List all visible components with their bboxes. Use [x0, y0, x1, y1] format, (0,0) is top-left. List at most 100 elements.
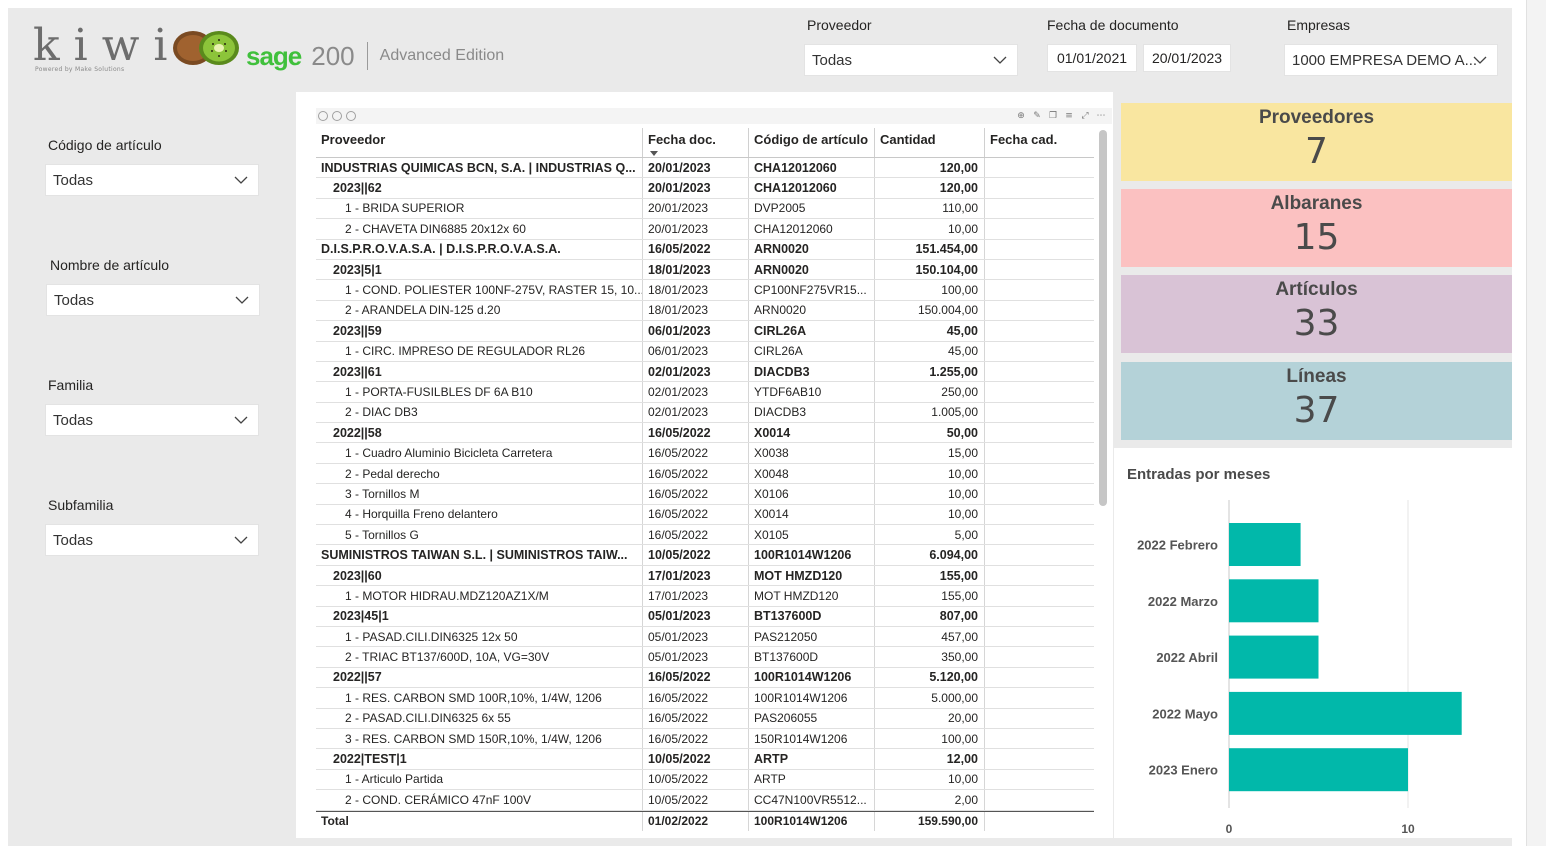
- table-row-linea[interactable]: 2 - COND. CERÁMICO 47nF 100V 10/05/2022 CC…: [316, 790, 1094, 811]
- table-row-albaran[interactable]: 2022||57 16/05/2022 100R1014W1206 5.120,00: [316, 667, 1094, 689]
- pin-icon[interactable]: ✎: [1033, 111, 1041, 121]
- column-header-codigo-articulo[interactable]: Código de artículo: [749, 128, 875, 157]
- table-row-linea[interactable]: 1 - BRIDA SUPERIOR 20/01/2023 DVP2005 110,0…: [316, 198, 1094, 220]
- chevron-down-icon: [993, 56, 1007, 64]
- subfamilia-dropdown[interactable]: Todas: [45, 524, 259, 556]
- cell-fecha-doc: 05/01/2023: [643, 606, 749, 626]
- table-row-total[interactable]: Total 01/02/2022 100R1014W1206 159.590,00: [316, 810, 1094, 831]
- cell-codigo-articulo: X0014: [749, 504, 875, 525]
- cell-proveedor: 1 - Cuadro Aluminio Bicicleta Carretera: [316, 443, 643, 463]
- drill-mode-icon[interactable]: ⊕: [1017, 111, 1025, 121]
- bar[interactable]: [1229, 748, 1408, 792]
- table-row-linea[interactable]: 2 - DIAC DB3 02/01/2023 DIACDB3 1.005,00: [316, 402, 1094, 424]
- cell-cantidad: 12,00: [875, 749, 985, 769]
- table-row-albaran[interactable]: 2023||59 06/01/2023 CIRL26A 45,00: [316, 321, 1094, 342]
- bar[interactable]: [1229, 691, 1462, 735]
- filter-icon[interactable]: ≡: [1065, 111, 1073, 121]
- table-row-linea[interactable]: 2 - CHAVETA DIN6885 20x12x 60 20/01/2023 C…: [316, 219, 1094, 240]
- table-row-linea[interactable]: 4 - Horquilla Freno delantero 16/05/2022 X…: [316, 504, 1094, 526]
- empresas-dropdown[interactable]: 1000 EMPRESA DEMO A...: [1284, 44, 1498, 76]
- focus-mode-icon[interactable]: ⤢: [1081, 111, 1089, 121]
- bar[interactable]: [1229, 635, 1319, 679]
- copy-icon[interactable]: ❐: [1048, 111, 1058, 121]
- cell-fecha-doc: 20/01/2023: [643, 178, 749, 198]
- cell-cantidad: 151.454,00: [875, 239, 985, 259]
- table-row-linea[interactable]: 1 - PASAD.CILI.DIN6325 12x 50 05/01/2023 P…: [316, 626, 1094, 648]
- cell-proveedor: 1 - RES. CARBON SMD 100R,10%, 1/4W, 1206: [316, 688, 643, 708]
- table-row-albaran[interactable]: 2022|TEST|1 10/05/2022 ARTP 12,00: [316, 749, 1094, 770]
- fecha-to-input[interactable]: 20/01/2023: [1143, 44, 1231, 72]
- category-label: 2023 Enero: [1149, 763, 1218, 778]
- column-header-fecha-cad[interactable]: Fecha cad.: [990, 132, 1058, 147]
- table-row-linea[interactable]: 5 - Tornillos G 16/05/2022 X0105 5,00: [316, 525, 1094, 546]
- table-row-linea[interactable]: 1 - MOTOR HIDRAU.MDZ120AZ1X/M 17/01/2023 M…: [316, 586, 1094, 607]
- table-row-albaran[interactable]: 2022||58 16/05/2022 X0014 50,00: [316, 423, 1094, 444]
- cell-codigo-articulo: X0048: [749, 463, 875, 484]
- cell-cantidad: 155,00: [875, 565, 985, 586]
- table-row-linea[interactable]: 3 - Tornillos M 16/05/2022 X0106 10,00: [316, 484, 1094, 505]
- chart-title: Entradas por meses: [1127, 466, 1271, 483]
- familia-dropdown[interactable]: Todas: [45, 404, 259, 436]
- table-row-linea[interactable]: 2 - PASAD.CILI.DIN6325 6x 55 16/05/2022 PA…: [316, 708, 1094, 729]
- table-row-proveedor[interactable]: D.I.S.P.R.O.V.A.S.A. | D.I.S.P.R.O.V.A.S…: [316, 239, 1094, 260]
- kpi-card-proveedores: Proveedores 7: [1121, 103, 1512, 181]
- cell-codigo-articulo: CP100NF275VR15...: [749, 280, 875, 300]
- kpi-title: Albaranes: [1270, 193, 1363, 214]
- table-row-albaran[interactable]: 2023||61 02/01/2023 DIACDB3 1.255,00: [316, 361, 1094, 383]
- drill-down-icon[interactable]: [332, 111, 342, 121]
- table-row-linea[interactable]: 1 - Cuadro Aluminio Bicicleta Carretera 1…: [316, 443, 1094, 464]
- page-scrollbar[interactable]: [1526, 0, 1546, 846]
- table-row-linea[interactable]: 2 - ARANDELA DIN-125 d.20 18/01/2023 ARN00…: [316, 300, 1094, 322]
- familia-value: Todas: [53, 411, 94, 429]
- table-row-linea[interactable]: 1 - Articulo Partida 10/05/2022 ARTP 10,00: [316, 769, 1094, 791]
- cell-codigo-articulo: CIRL26A: [749, 321, 875, 341]
- cell-cantidad: 1.255,00: [875, 361, 985, 382]
- cell-cantidad: 50,00: [875, 423, 985, 443]
- column-header-fecha-doc[interactable]: Fecha doc.: [643, 128, 749, 157]
- cell-fecha-doc: 20/01/2023: [643, 219, 749, 239]
- chevron-down-icon: [1473, 56, 1487, 64]
- table-row-proveedor[interactable]: INDUSTRIAS QUIMICAS BCN, S.A. | INDUSTRI…: [316, 158, 1094, 179]
- cell-codigo-articulo: 100R1014W1206: [749, 688, 875, 708]
- kpi-title: Líneas: [1286, 366, 1347, 387]
- x-tick-label: 0: [1226, 822, 1233, 836]
- table-row-linea[interactable]: 1 - PORTA-FUSILBLES DF 6A B10 02/01/2023 Y…: [316, 382, 1094, 403]
- cell-codigo-articulo: CHA12012060: [749, 178, 875, 198]
- table-row-linea[interactable]: 1 - CIRC. IMPRESO DE REGULADOR RL26 06/01…: [316, 341, 1094, 362]
- proveedor-dropdown[interactable]: Todas: [804, 44, 1018, 76]
- column-header-cantidad[interactable]: Cantidad: [875, 128, 985, 157]
- expand-all-icon[interactable]: [346, 111, 356, 121]
- cell-fecha-cad: [985, 484, 1094, 503]
- kpi-title: Proveedores: [1258, 107, 1375, 128]
- table-row-proveedor[interactable]: SUMINISTROS TAIWAN S.L. | SUMINISTROS TA…: [316, 545, 1094, 566]
- column-header-proveedor[interactable]: Proveedor: [316, 128, 643, 157]
- table-row-albaran[interactable]: 2023||60 17/01/2023 MOT HMZD120 155,00: [316, 565, 1094, 587]
- table-row-linea[interactable]: 1 - COND. POLIESTER 100NF-275V, RASTER 1…: [316, 280, 1094, 301]
- cell-fecha-cad: [985, 566, 1094, 585]
- drill-up-icon[interactable]: [318, 111, 328, 121]
- nombre-articulo-dropdown[interactable]: Todas: [46, 284, 260, 316]
- table-row-albaran[interactable]: 2023||62 20/01/2023 CHA12012060 120,00: [316, 178, 1094, 199]
- table-row-linea[interactable]: 2 - TRIAC BT137/600D, 10A, VG=30V 05/01/2…: [316, 647, 1094, 668]
- table-row-linea[interactable]: 3 - RES. CARBON SMD 150R,10%, 1/4W, 1206…: [316, 728, 1094, 750]
- bar[interactable]: [1229, 523, 1301, 566]
- cell-cantidad: 10,00: [875, 219, 985, 239]
- proveedor-label: Proveedor: [807, 17, 872, 33]
- cell-codigo-articulo: ARN0020: [749, 300, 875, 321]
- table-scrollbar-thumb[interactable]: [1099, 130, 1107, 506]
- fecha-from-input[interactable]: 01/01/2021: [1047, 44, 1137, 72]
- table-row-linea[interactable]: 2 - Pedal derecho 16/05/2022 X0048 10,00: [316, 463, 1094, 485]
- more-options-icon[interactable]: ⋯: [1096, 111, 1106, 121]
- table-row-albaran[interactable]: 2023|5|1 18/01/2023 ARN0020 150.104,00: [316, 259, 1094, 281]
- familia-label: Familia: [48, 377, 94, 393]
- cell-codigo-articulo: X0014: [749, 423, 875, 443]
- cell-codigo-articulo: X0105: [749, 525, 875, 545]
- codigo-articulo-dropdown[interactable]: Todas: [45, 164, 259, 196]
- cell-fecha-cad: [985, 443, 1094, 462]
- table-row-linea[interactable]: 1 - RES. CARBON SMD 100R,10%, 1/4W, 1206…: [316, 688, 1094, 709]
- cell-proveedor: Total: [316, 811, 643, 831]
- cell-fecha-cad: [985, 178, 1094, 197]
- cell-codigo-articulo: MOT HMZD120: [749, 586, 875, 606]
- bar[interactable]: [1229, 579, 1319, 623]
- table-row-albaran[interactable]: 2023|45|1 05/01/2023 BT137600D 807,00: [316, 606, 1094, 627]
